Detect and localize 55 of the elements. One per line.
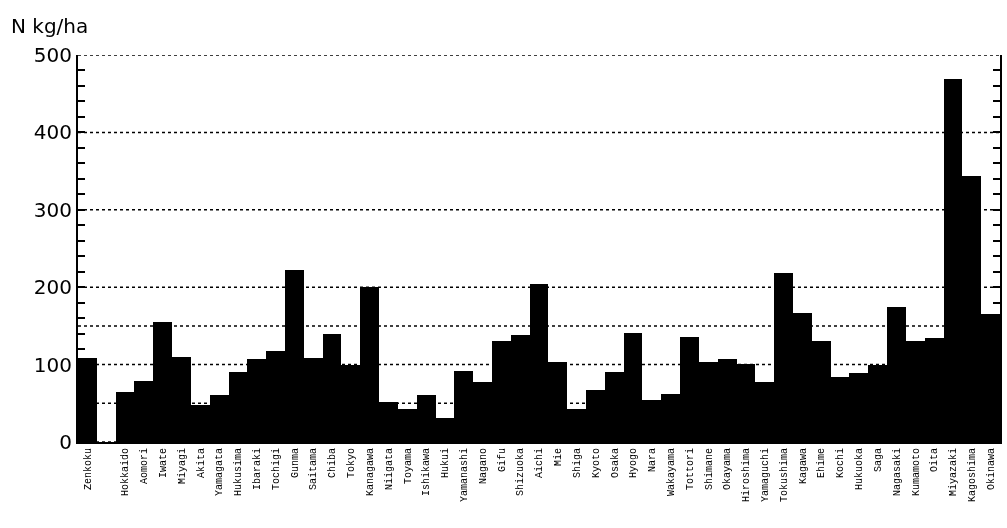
x-tick-label: Kanagawa: [364, 448, 376, 497]
x-tick-label: Shizuoka: [515, 448, 527, 497]
x-tick-label: Nagasaki: [891, 448, 903, 497]
x-tick-label: Gifu: [496, 448, 508, 473]
x-tick-label: Miyazaki: [948, 448, 960, 497]
x-tick-label: Iwate: [157, 448, 169, 479]
x-tick-label: Shimane: [703, 448, 715, 491]
x-tick-label: Niigata: [383, 448, 395, 491]
x-tick-label: Tochigi: [270, 448, 282, 491]
y-tick-label: 0: [59, 430, 72, 454]
x-tick-label: Hyogo: [628, 448, 640, 479]
x-tick-label: Toyama: [402, 448, 414, 485]
x-tick-label: Saga: [872, 448, 884, 473]
x-tick-label: Zenkoku: [82, 448, 94, 491]
x-tick-label: Hukui: [440, 448, 452, 479]
x-tick-label: Ishikawa: [421, 448, 433, 497]
y-tick-label: 200: [33, 275, 72, 300]
x-tick-label: Miyagi: [176, 448, 188, 485]
x-tick-label: Akita: [195, 448, 207, 479]
x-tick-label: Hukusima: [233, 448, 245, 497]
x-tick-label: Shiga: [571, 448, 583, 479]
x-tick-label: Kagoshima: [967, 448, 979, 503]
x-tick-label: Hiroshima: [741, 448, 753, 503]
x-tick-label: Ehime: [816, 448, 828, 479]
x-tick-label: Ibaraki: [252, 448, 264, 491]
x-tick-label: Wakayama: [665, 448, 677, 497]
x-tick-label: Kochi: [835, 448, 847, 479]
x-tick-label: Tokyo: [346, 448, 358, 479]
x-tick-label: Okayama: [722, 448, 734, 491]
x-tick-label: Aomori: [139, 448, 151, 485]
x-tick-label: Yamagata: [214, 448, 226, 497]
x-tick-label: Aichi: [534, 448, 546, 479]
x-tick-label: Yamanashi: [458, 448, 470, 503]
x-tick-label: Oita: [929, 448, 941, 473]
x-tick-label: Osaka: [609, 448, 621, 479]
x-tick-label: Yamaguchi: [760, 448, 772, 503]
x-tick-label: Chiba: [327, 448, 339, 479]
x-tick-label: Mie: [553, 448, 565, 467]
x-tick-label: Hukuoka: [854, 448, 866, 491]
x-tick-label: Saitama: [308, 448, 320, 491]
x-tick-label: Hokkaido: [120, 448, 132, 497]
x-tick-label: Nagano: [477, 448, 489, 485]
y-tick-label: 500: [33, 43, 72, 67]
x-tick-label: Kumamoto: [910, 448, 922, 497]
x-tick-label: Kagawa: [797, 448, 809, 485]
y-tick-label: 400: [33, 120, 72, 145]
x-tick-label: Gunma: [289, 448, 301, 479]
x-tick-label: Tottori: [684, 448, 696, 491]
x-tick-label: Okinawa: [985, 448, 997, 491]
y-axis-title: N kg/ha: [11, 14, 89, 38]
x-tick-label: Tokushima: [778, 448, 790, 503]
y-tick-label: 100: [33, 352, 72, 377]
x-tick-label: Nara: [647, 448, 659, 473]
x-tick-label: Kyoto: [590, 448, 602, 479]
y-tick-label: 300: [33, 197, 72, 222]
